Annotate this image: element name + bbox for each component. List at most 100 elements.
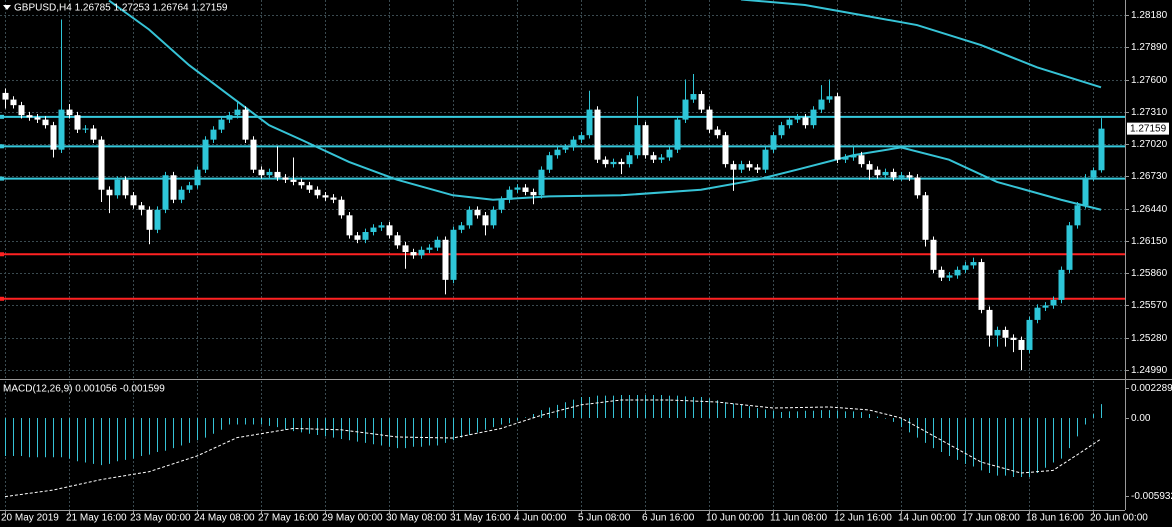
x-tick-label: 23 May 00:00 — [130, 513, 191, 524]
candle-body — [1074, 205, 1081, 226]
candle-body — [866, 164, 873, 170]
candle-body — [970, 262, 977, 266]
candle-body — [1082, 177, 1089, 206]
candle-body — [66, 109, 73, 116]
x-tick-label: 11 Jun 08:00 — [770, 513, 828, 524]
candle-body — [642, 125, 649, 156]
candle-body — [50, 125, 57, 150]
x-tick-label: 18 Jun 16:00 — [1026, 513, 1084, 524]
axes — [0, 0, 1172, 511]
candle-body — [850, 155, 857, 158]
x-tick-label: 17 Jun 08:00 — [962, 513, 1020, 524]
candle-body — [290, 179, 297, 182]
candle-body — [946, 275, 953, 278]
x-tick-label: 30 May 08:00 — [386, 513, 447, 524]
candle-body — [474, 209, 481, 216]
candle-body — [578, 135, 585, 140]
x-tick-label: 20 May 2019 — [1, 513, 59, 524]
candle-body — [634, 125, 641, 156]
candle-body — [10, 99, 17, 106]
candle-body — [778, 125, 785, 136]
x-tick-label: 20 Jun 00:00 — [1090, 513, 1148, 524]
candle-body — [1042, 305, 1049, 308]
y-tick-label: 1.26730 — [1131, 171, 1168, 182]
symbol-icon — [3, 5, 11, 10]
candle-body — [906, 175, 913, 178]
price-tag — [1127, 122, 1169, 135]
candle-body — [682, 99, 689, 120]
candle-body — [274, 171, 281, 178]
candle-body — [370, 227, 377, 233]
candle-body — [258, 169, 265, 176]
candle-body — [2, 92, 9, 100]
y-tick-label: 1.25570 — [1131, 300, 1168, 311]
x-tick-label: 21 May 16:00 — [66, 513, 127, 524]
candle-body — [418, 249, 425, 256]
macd-title: MACD(12,26,9) 0.001056 -0.001599 — [3, 384, 165, 395]
candle-body — [362, 232, 369, 240]
candle-body — [410, 252, 417, 256]
candle-body — [786, 119, 793, 126]
candle-body — [746, 164, 753, 168]
candle-body — [354, 235, 361, 240]
candle-body — [858, 155, 865, 165]
x-tick-label: 31 May 16:00 — [450, 513, 511, 524]
chart-title: GBPUSD,H4 1.26785 1.27253 1.26764 1.2715… — [14, 3, 228, 14]
candle-body — [570, 139, 577, 148]
candle-body — [146, 209, 153, 230]
candle-body — [298, 181, 305, 186]
candle-body — [426, 247, 433, 250]
y-tick-label: 0.002289 — [1131, 383, 1172, 394]
candle-body — [1010, 337, 1017, 340]
candle-body — [386, 225, 393, 236]
level-handle — [0, 252, 4, 257]
candle-body — [42, 119, 49, 126]
candle-body — [154, 209, 161, 230]
candle-body — [546, 155, 553, 170]
candle-body — [898, 175, 905, 178]
candle-body — [434, 239, 441, 248]
signal-line — [4, 399, 1102, 498]
moving-average — [740, 0, 1102, 89]
candle-body — [346, 215, 353, 236]
candle-body — [986, 309, 993, 336]
candle-body — [130, 195, 137, 206]
y-tick-label: 0.00 — [1131, 413, 1151, 424]
candle-body — [754, 167, 761, 170]
candle-body — [106, 189, 113, 196]
x-tick-label: 5 Jun 08:00 — [578, 513, 631, 524]
candle-body — [394, 235, 401, 246]
candle-body — [178, 189, 185, 200]
candle-body — [522, 187, 529, 192]
candle-body — [98, 139, 105, 190]
candle-body — [994, 329, 1001, 336]
candle-body — [378, 225, 385, 228]
candle-body — [506, 189, 513, 200]
candle-body — [170, 175, 177, 200]
candle-body — [698, 94, 705, 110]
candle-body — [18, 105, 25, 116]
candle-body — [82, 128, 89, 130]
candle-body — [514, 187, 521, 190]
candle-body — [538, 169, 545, 196]
candle-body — [954, 269, 961, 276]
candle-body — [666, 149, 673, 158]
x-tick-label: 10 Jun 00:00 — [706, 513, 764, 524]
candle-body — [1066, 225, 1073, 270]
candle-body — [610, 161, 617, 165]
candle-body — [306, 185, 313, 190]
x-tick-label: 27 May 16:00 — [258, 513, 319, 524]
candle-body — [242, 109, 249, 140]
candle-body — [226, 115, 233, 120]
candle-body — [978, 262, 985, 310]
candle-body — [482, 215, 489, 226]
candle-body — [738, 164, 745, 170]
candle-body — [1026, 319, 1033, 350]
candle-body — [882, 171, 889, 176]
candle-body — [810, 109, 817, 126]
candle-body — [402, 245, 409, 253]
candle-body — [466, 209, 473, 226]
macd-pane — [4, 395, 1102, 498]
candle-body — [322, 195, 329, 198]
candle-body — [1090, 170, 1097, 178]
